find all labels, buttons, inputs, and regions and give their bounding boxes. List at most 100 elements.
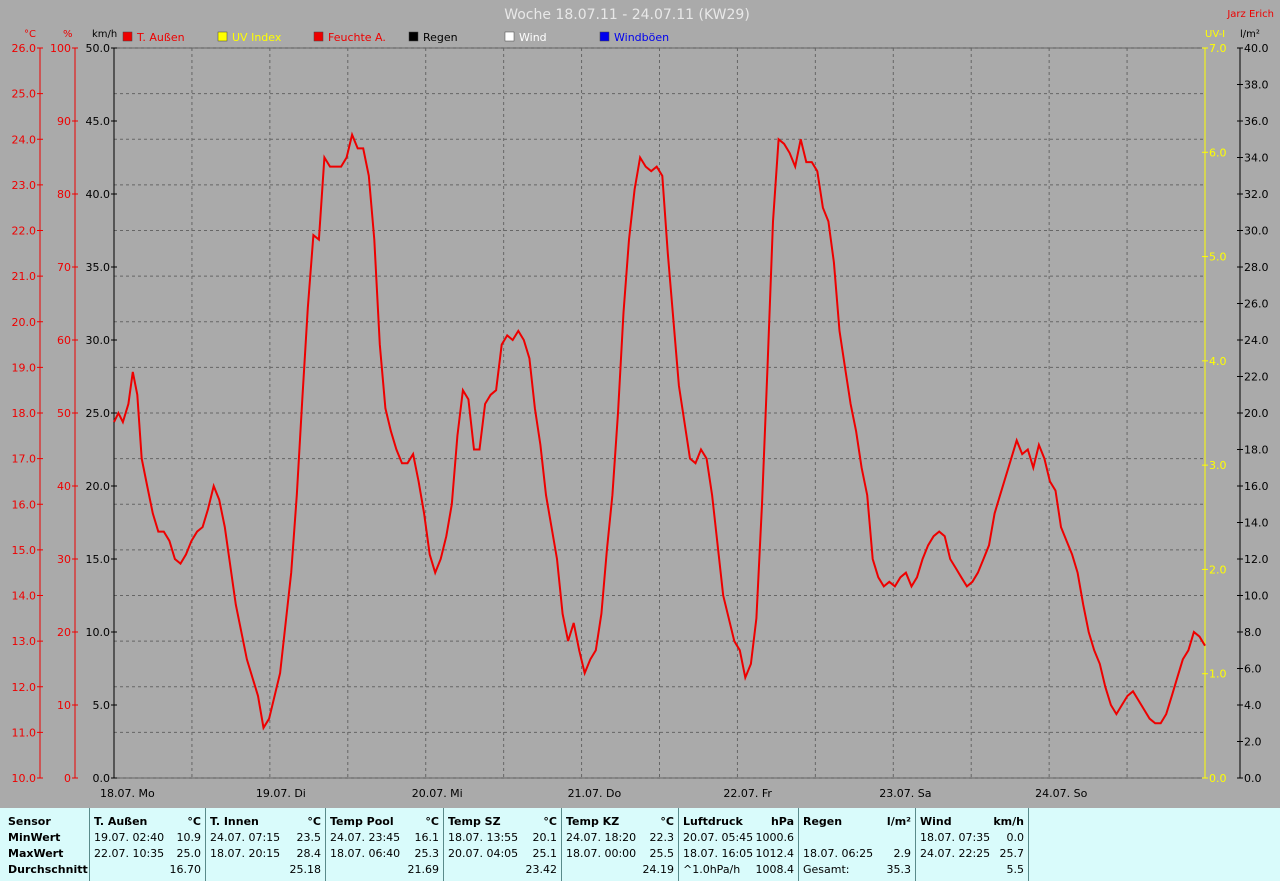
uv-unit-label: UV-I [1205,29,1225,40]
column-unit: °C [187,815,201,828]
grid [113,47,1206,779]
legend: T. Außen UV Index Feuchte A. Regen Wind Windb… [122,31,669,44]
rain-tick-label: 40.0 [1244,42,1269,55]
wind-tick-label: 35.0 [86,261,111,274]
temp-tick-label: 11.0 [12,726,37,739]
rain-unit-label: l/m² [1240,29,1260,40]
minwert-label: MinWert [8,831,61,844]
cell-value: 35.3 [886,863,912,876]
rain-tick-label: 24.0 [1244,334,1269,347]
temp-tick-label: 24.0 [12,133,37,146]
cell-value: 16.70 [169,863,202,876]
max-row: 18.07. 06:25 2.9 [799,846,915,862]
cell-time: 18.07. 20:15 [210,847,281,860]
legend-label: Regen [423,31,458,44]
cell-value: 25.5 [649,847,675,860]
max-row: 18.07. 20:15 28.4 [206,846,325,862]
rain-tick-label: 10.0 [1244,590,1269,603]
uv-tick-label: 1.0 [1209,668,1227,681]
uv-tick-label: 3.0 [1209,459,1227,472]
legend-swatch [122,31,133,42]
column-name: T. Innen [210,815,259,828]
wind-tick-label: 10.0 [86,626,111,639]
column-header: T. Außen °C [90,814,205,830]
min-row: 18.07. 07:35 0.0 [916,830,1028,846]
column-header: Regen l/m² [799,814,915,830]
cell-value: 23.5 [296,831,322,844]
humidity-tick-label: 0 [64,772,71,785]
temp-tick-label: 14.0 [12,590,37,603]
temp-tick-label: 15.0 [12,544,37,557]
min-row: 18.07. 13:55 20.1 [444,830,561,846]
temp-tick-label: 21.0 [12,270,37,283]
column-separator [443,808,444,881]
legend-label: Windböen [614,31,669,44]
column-name: Wind [920,815,952,828]
column-separator [678,808,679,881]
temp-tick-label: 20.0 [12,316,37,329]
cell-time: 18.07. 06:25 [803,847,874,860]
cell-value: 20.1 [532,831,558,844]
temp-tick-label: 23.0 [12,179,37,192]
column-separator [205,808,206,881]
avg-row: 25.18 [206,862,325,878]
rain-tick-label: 32.0 [1244,188,1269,201]
column-separator [325,808,326,881]
column-name: Luftdruck [683,815,743,828]
chart-svg: Woche 18.07.11 - 24.07.11 (KW29) Jarz Er… [12,7,1275,800]
avg-row: 23.42 [444,862,561,878]
temp-tick-label: 13.0 [12,635,37,648]
column-unit: °C [425,815,439,828]
avg-row: 5.5 [916,862,1028,878]
temp-tick-label: 26.0 [12,42,37,55]
series-temp-outside [113,131,1206,731]
max-row: 24.07. 22:25 25.7 [916,846,1028,862]
humidity-tick-label: 40 [57,480,71,493]
cell-value: 28.4 [296,847,322,860]
temp-tick-label: 19.0 [12,361,37,374]
cell-time: ^1.0hPa/h [683,863,741,876]
column-separator [1028,808,1029,881]
rain-tick-label: 6.0 [1244,663,1262,676]
rain-tick-label: 30.0 [1244,225,1269,238]
durchschnitt-label: Durchschnitt [8,863,88,876]
rain-tick-label: 14.0 [1244,517,1269,530]
legend-swatch [504,31,515,42]
cell-time: 20.07. 04:05 [448,847,519,860]
column-0: T. Außen °C 19.07. 02:40 10.9 22.07. 10:35 25… [90,808,205,881]
legend-label: Feuchte A. [328,31,386,44]
cell-value: 25.0 [176,847,202,860]
column-header: Luftdruck hPa [679,814,798,830]
maxwert-label: MaxWert [8,847,64,860]
x-tick-label: 19.07. Di [256,787,306,800]
rain-tick-label: 26.0 [1244,298,1269,311]
x-tick-label: 18.07. Mo [100,787,155,800]
cell-value: 22.3 [649,831,675,844]
cell-time: 18.07. 06:40 [330,847,401,860]
cell-value: 1008.4 [755,863,795,876]
max-row: 18.07. 16:05 1012.4 [679,846,798,862]
temp-tick-label: 25.0 [12,88,37,101]
uv-tick-label: 6.0 [1209,146,1227,159]
cell-value: 16.1 [414,831,440,844]
column-unit: °C [543,815,557,828]
column-unit: l/m² [886,815,911,828]
cell-value: 23.42 [525,863,558,876]
column-unit: km/h [993,815,1024,828]
sensor-header: Sensor [8,815,51,828]
column-unit: °C [660,815,674,828]
rain-tick-label: 34.0 [1244,152,1269,165]
humidity-tick-label: 10 [57,699,71,712]
max-row: 18.07. 00:00 25.5 [562,846,678,862]
x-tick-label: 22.07. Fr [723,787,772,800]
min-row: 24.07. 23:45 16.1 [326,830,443,846]
min-row: 19.07. 02:40 10.9 [90,830,205,846]
min-row: 24.07. 18:20 22.3 [562,830,678,846]
rain-tick-label: 16.0 [1244,480,1269,493]
wind-tick-label: 25.0 [86,407,111,420]
column-header: Temp KZ °C [562,814,678,830]
min-row: 24.07. 07:15 23.5 [206,830,325,846]
cell-value: 5.5 [1006,863,1025,876]
rain-tick-label: 4.0 [1244,699,1262,712]
min-row: 20.07. 05:45 1000.6 [679,830,798,846]
